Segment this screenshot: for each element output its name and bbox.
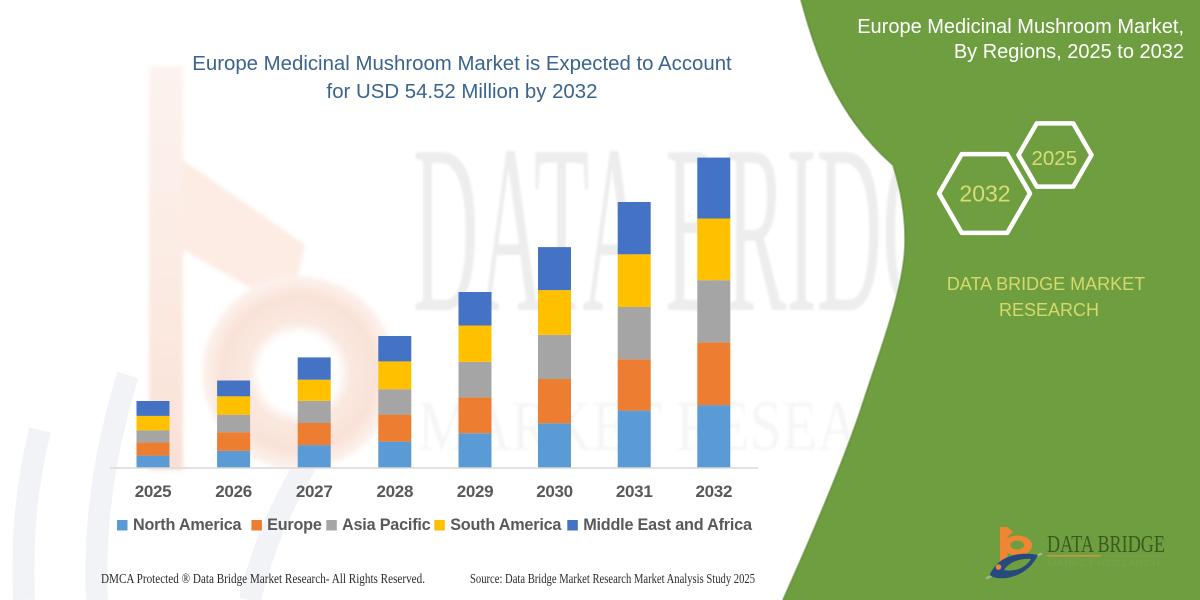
svg-text:for USD 54.52 Million by 2032: for USD 54.52 Million by 2032 [327, 81, 598, 103]
svg-text:Source: Data Bridge Market Res: Source: Data Bridge Market Research Mark… [470, 571, 755, 586]
svg-text:Europe Medicinal Mushroom Mark: Europe Medicinal Mushroom Market is Expe… [192, 53, 732, 75]
svg-text:2025: 2025 [135, 482, 172, 501]
svg-text:RESEARCH: RESEARCH [999, 300, 1099, 320]
svg-text:2031: 2031 [616, 482, 653, 501]
svg-text:2032: 2032 [695, 482, 732, 501]
svg-text:Europe: Europe [267, 516, 322, 534]
svg-text:DATA BRIDGE MARKET: DATA BRIDGE MARKET [947, 274, 1145, 294]
svg-text:Europe Medicinal Mushroom Mark: Europe Medicinal Mushroom Market, [857, 16, 1184, 38]
svg-text:2025: 2025 [1031, 147, 1077, 170]
svg-text:Asia Pacific: Asia Pacific [342, 516, 431, 534]
svg-text:2030: 2030 [536, 482, 573, 501]
svg-text:Middle East and Africa: Middle East and Africa [583, 516, 753, 534]
svg-text:2026: 2026 [215, 482, 252, 501]
svg-text:2029: 2029 [457, 482, 494, 501]
svg-text:DATA BRIDGE: DATA BRIDGE [1047, 532, 1165, 558]
svg-text:North America: North America [133, 516, 243, 534]
svg-text:DMCA Protected ® Data Bridge M: DMCA Protected ® Data Bridge Market Rese… [101, 571, 425, 586]
svg-text:2028: 2028 [376, 482, 413, 501]
svg-text:By Regions, 2025 to 2032: By Regions, 2025 to 2032 [954, 41, 1184, 63]
svg-text:MARKET RESEARCH: MARKET RESEARCH [1047, 558, 1160, 568]
svg-text:2027: 2027 [296, 482, 333, 501]
svg-text:South America: South America [450, 516, 562, 534]
svg-text:2032: 2032 [959, 181, 1010, 207]
